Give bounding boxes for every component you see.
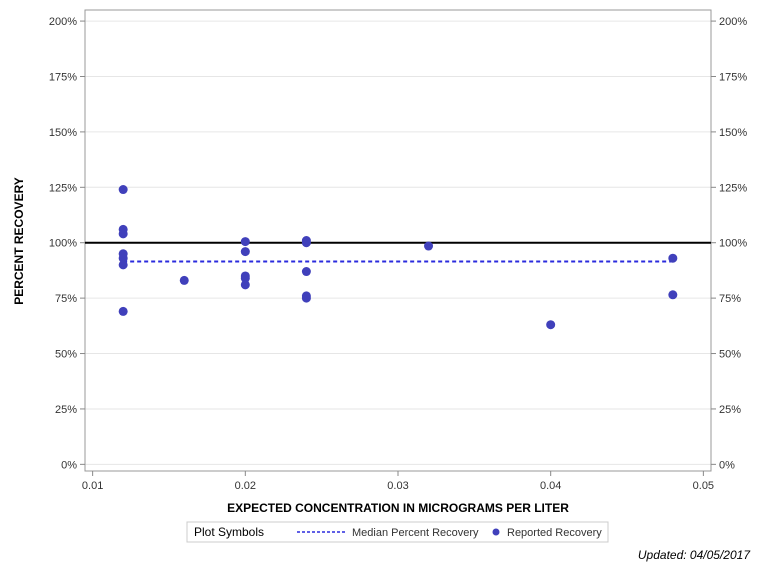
data-point: [118, 253, 128, 263]
data-point: [240, 273, 250, 283]
x-tick-label: 0.02: [235, 480, 256, 492]
y-tick-label-right: 175%: [719, 71, 747, 83]
y-tick-label-right: 200%: [719, 16, 747, 28]
legend-median-label: Median Percent Recovery: [352, 527, 479, 539]
y-tick-label-right: 25%: [719, 404, 741, 416]
y-tick-label-right: 50%: [719, 349, 741, 361]
y-tick-label: 0%: [61, 459, 77, 471]
data-points: [118, 185, 678, 330]
y-tick-label: 175%: [49, 71, 77, 83]
data-point: [668, 290, 678, 300]
x-axis: 0.01 0.02 0.03 0.04 0.05: [82, 471, 714, 492]
data-point: [118, 229, 128, 239]
data-point: [240, 280, 250, 290]
data-point: [240, 247, 250, 257]
y-tick-label-right: 0%: [719, 459, 735, 471]
y-tick-label-right: 150%: [719, 127, 747, 139]
data-point: [118, 306, 128, 316]
data-point: [301, 238, 311, 248]
plot-frame: [84, 9, 712, 472]
x-tick-label: 0.01: [82, 480, 103, 492]
data-point: [118, 185, 128, 195]
data-point: [240, 237, 250, 247]
y-tick-label-right: 125%: [719, 182, 747, 194]
data-point: [668, 253, 678, 263]
y-axis-right: 0% 25% 50% 75% 100% 125% 150% 175% 200%: [711, 16, 747, 471]
data-point: [424, 241, 434, 251]
x-tick-label: 0.05: [693, 480, 714, 492]
y-tick-label: 200%: [49, 16, 77, 28]
data-point: [118, 260, 128, 270]
y-tick-label: 25%: [55, 404, 77, 416]
legend-recovery-label: Reported Recovery: [507, 527, 602, 539]
x-axis-title: EXPECTED CONCENTRATION IN MICROGRAMS PER…: [227, 501, 569, 515]
legend-point-icon: [492, 528, 500, 536]
y-tick-label: 50%: [55, 349, 77, 361]
legend-title: Plot Symbols: [194, 525, 264, 539]
y-axis-title: PERCENT RECOVERY: [12, 177, 26, 305]
x-tick-label: 0.03: [387, 480, 408, 492]
y-tick-label: 75%: [55, 293, 77, 305]
y-tick-label: 100%: [49, 238, 77, 250]
updated-date: Updated: 04/05/2017: [637, 548, 750, 562]
data-point: [301, 267, 311, 277]
data-point: [301, 293, 311, 303]
y-tick-label-right: 100%: [719, 238, 747, 250]
y-axis-left: 0% 25% 50% 75% 100% 125% 150% 175% 200%: [49, 16, 85, 471]
x-tick-label: 0.04: [540, 480, 561, 492]
y-tick-label: 150%: [49, 127, 77, 139]
legend-box: [186, 521, 609, 543]
data-point: [179, 275, 189, 285]
legend: Plot Symbols Median Percent Recovery Rep…: [186, 521, 609, 543]
data-point: [546, 320, 556, 330]
y-tick-label-right: 75%: [719, 293, 741, 305]
y-tick-label: 125%: [49, 182, 77, 194]
